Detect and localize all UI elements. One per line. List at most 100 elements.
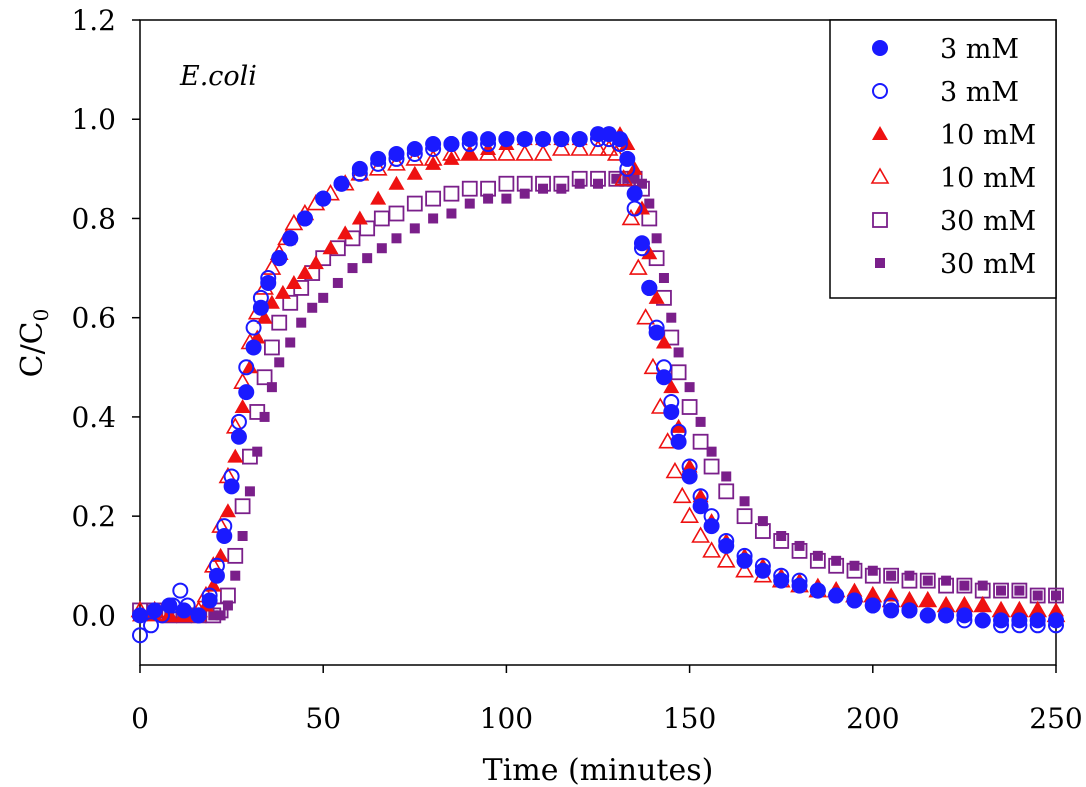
data-point [234, 498, 251, 515]
data-point [993, 602, 1010, 617]
data-point [655, 369, 672, 386]
data-point [234, 399, 251, 413]
data-point [284, 213, 304, 231]
data-point [1048, 612, 1064, 629]
data-point [362, 253, 373, 264]
data-point [515, 144, 535, 161]
data-point [614, 169, 634, 186]
data-point [219, 503, 236, 518]
data-point [307, 302, 318, 313]
data-point [132, 607, 148, 624]
data-point [993, 582, 1009, 599]
data-point [1011, 602, 1028, 617]
data-point [245, 339, 262, 356]
data-point [574, 178, 585, 189]
data-point [428, 213, 439, 224]
data-point [223, 478, 240, 495]
data-point [296, 210, 313, 227]
data-point [1014, 585, 1025, 596]
data-point [628, 258, 648, 275]
x-tick-label: 0 [131, 702, 149, 735]
data-point [621, 208, 641, 226]
data-point [809, 582, 826, 599]
data-point [351, 160, 368, 177]
data-point [692, 433, 709, 450]
data-point [208, 567, 225, 584]
data-point [538, 183, 549, 194]
data-point [831, 555, 842, 566]
data-point [220, 587, 236, 604]
data-point [516, 175, 533, 192]
data-point [425, 190, 442, 207]
data-point [633, 235, 650, 252]
data-point [636, 308, 656, 325]
data-point [285, 274, 302, 289]
y-tick-label: 0.4 [71, 401, 116, 434]
legend-label: 3 mM [940, 77, 1019, 108]
data-point [1032, 590, 1043, 601]
data-point [680, 506, 699, 523]
data-point [956, 607, 973, 624]
data-point [370, 150, 387, 167]
data-point [388, 145, 405, 162]
data-point [370, 190, 387, 205]
data-point [446, 208, 457, 219]
data-point [993, 612, 1010, 629]
data-point [227, 448, 244, 463]
data-point [1048, 602, 1064, 617]
plot-frame [139, 19, 1057, 666]
data-point [172, 582, 189, 599]
data-point [373, 210, 390, 227]
data-point [501, 193, 512, 204]
data-point [266, 382, 277, 393]
y-tick-label: 0.8 [71, 202, 116, 235]
data-point [483, 193, 494, 204]
data-point [480, 141, 497, 155]
data-point [461, 180, 478, 197]
data-point [282, 230, 299, 247]
data-point [497, 144, 516, 161]
data-point [773, 572, 790, 589]
data-point [260, 274, 277, 291]
data-point [245, 319, 262, 336]
data-point [956, 577, 973, 594]
legend-marker [872, 83, 888, 99]
y-tick-label: 0.6 [71, 302, 116, 335]
data-point [736, 508, 753, 525]
data-point [846, 582, 863, 597]
data-point [977, 580, 988, 591]
data-point [274, 357, 285, 368]
data-point [588, 139, 608, 156]
data-point [252, 299, 269, 316]
data-point [216, 528, 233, 544]
data-point [846, 592, 863, 609]
data-point [256, 309, 273, 324]
data-point [681, 399, 698, 415]
data-point [886, 570, 897, 581]
data-point [425, 136, 442, 153]
data-point [315, 190, 332, 207]
data-point [670, 433, 687, 450]
data-point [644, 198, 655, 209]
data-point [535, 131, 552, 148]
data-point [658, 273, 669, 283]
x-tick-label: 250 [1029, 702, 1082, 735]
data-point [351, 210, 368, 225]
data-point [571, 131, 588, 148]
data-point [498, 131, 515, 148]
data-point [692, 498, 709, 515]
legend-label: 3 mM [940, 34, 1019, 65]
data-point [938, 597, 955, 612]
data-point [901, 602, 918, 619]
y-axis-title: C/C0 [15, 309, 53, 378]
data-point [388, 205, 405, 222]
data-point [1029, 602, 1046, 617]
data-point [663, 403, 680, 420]
data-point [956, 597, 973, 612]
data-point [387, 154, 406, 171]
x-tick-label: 200 [846, 702, 899, 735]
data-point [721, 471, 732, 482]
data-point [296, 317, 307, 328]
data-point [388, 175, 405, 190]
data-point [883, 587, 900, 602]
